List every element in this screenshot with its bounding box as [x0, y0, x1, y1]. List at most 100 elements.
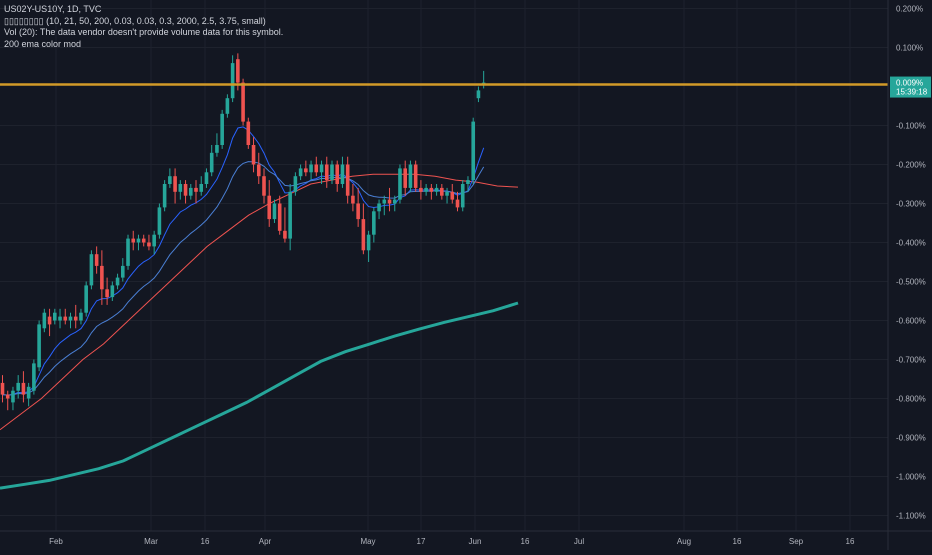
candle[interactable] — [100, 250, 104, 305]
candle[interactable] — [173, 168, 177, 204]
candle[interactable] — [361, 203, 366, 255]
candle[interactable] — [293, 172, 298, 196]
candle[interactable] — [0, 375, 5, 403]
current-price-tag[interactable]: 0.009%15:39:18 — [890, 76, 931, 98]
candle[interactable] — [319, 160, 324, 184]
candle[interactable] — [110, 281, 115, 302]
candle[interactable] — [434, 184, 439, 196]
candle[interactable] — [246, 117, 251, 149]
candle[interactable] — [272, 199, 277, 223]
candle[interactable] — [267, 180, 272, 227]
candle[interactable] — [298, 164, 303, 181]
candle[interactable] — [16, 375, 20, 399]
candle[interactable] — [215, 133, 219, 157]
candle[interactable] — [283, 207, 287, 243]
candle[interactable] — [429, 184, 434, 200]
candle[interactable] — [309, 160, 313, 181]
candle[interactable] — [136, 234, 141, 251]
candle[interactable] — [413, 160, 418, 192]
candle[interactable] — [73, 304, 78, 329]
candle[interactable] — [445, 187, 449, 204]
candle[interactable] — [68, 312, 73, 329]
candle[interactable] — [168, 168, 172, 188]
candle[interactable] — [471, 117, 475, 184]
candle[interactable] — [157, 203, 162, 239]
candle[interactable] — [58, 308, 62, 329]
candle[interactable] — [152, 230, 156, 255]
legend-ema[interactable]: 200 ema color mod — [4, 38, 82, 49]
candle[interactable] — [466, 176, 470, 192]
candle[interactable] — [476, 86, 481, 103]
candle[interactable] — [460, 180, 465, 212]
candle[interactable] — [440, 184, 444, 200]
candle[interactable] — [335, 160, 340, 192]
candle[interactable] — [32, 359, 36, 395]
candle[interactable] — [84, 281, 88, 317]
candle[interactable] — [79, 308, 83, 325]
candle[interactable] — [387, 187, 392, 212]
candle[interactable] — [408, 160, 413, 192]
candle[interactable] — [382, 195, 387, 216]
candle[interactable] — [63, 308, 68, 325]
candle[interactable] — [89, 250, 94, 290]
candle[interactable] — [94, 246, 99, 274]
candle[interactable] — [53, 308, 57, 325]
candle[interactable] — [37, 320, 41, 372]
candle[interactable] — [241, 78, 245, 126]
candle[interactable] — [340, 156, 345, 188]
candle[interactable] — [188, 184, 193, 200]
candle[interactable] — [377, 199, 381, 220]
candle-body — [26, 386, 31, 399]
candle[interactable] — [330, 160, 334, 184]
candle[interactable] — [183, 180, 188, 204]
candle[interactable] — [314, 156, 319, 177]
candle[interactable] — [26, 382, 31, 407]
candle[interactable] — [115, 273, 120, 290]
candle[interactable] — [199, 176, 204, 196]
candle[interactable] — [256, 152, 261, 184]
candle[interactable] — [288, 184, 292, 251]
candle[interactable] — [424, 184, 428, 196]
candle[interactable] — [372, 207, 376, 243]
candle[interactable] — [356, 187, 360, 227]
candle[interactable] — [230, 55, 235, 103]
legend-volume[interactable]: Vol (20): The data vendor doesn't provid… — [4, 27, 284, 37]
candle[interactable] — [42, 308, 47, 333]
legend-indicator[interactable]: ▯▯▯▯▯▯▯▯ (10, 21, 50, 200, 0.03, 0.03, 0… — [4, 15, 266, 26]
candle[interactable] — [450, 184, 455, 204]
candle[interactable] — [147, 234, 151, 251]
candle[interactable] — [419, 180, 423, 200]
candle[interactable] — [403, 160, 408, 196]
legend-symbol[interactable]: US02Y-US10Y, 1D, TVC — [4, 4, 102, 14]
candle[interactable] — [47, 308, 52, 337]
candle[interactable] — [262, 168, 266, 204]
candle[interactable] — [5, 390, 10, 411]
candle[interactable] — [351, 184, 355, 212]
candle[interactable] — [178, 180, 183, 200]
candle[interactable] — [220, 109, 224, 149]
candle[interactable] — [324, 156, 329, 188]
candle[interactable] — [204, 168, 209, 188]
candle[interactable] — [21, 371, 26, 403]
candle[interactable] — [120, 258, 125, 282]
candle[interactable] — [105, 277, 109, 305]
candle[interactable] — [162, 180, 167, 212]
candle-body — [131, 238, 136, 243]
candle[interactable] — [304, 160, 308, 177]
candle[interactable] — [251, 137, 256, 173]
candle[interactable] — [455, 191, 460, 212]
candle[interactable] — [277, 195, 282, 235]
candle[interactable] — [141, 234, 146, 247]
candle[interactable] — [209, 145, 214, 177]
candle[interactable] — [131, 230, 136, 251]
candle[interactable] — [11, 386, 15, 411]
candle[interactable] — [366, 230, 371, 262]
candle[interactable] — [126, 234, 130, 270]
candle[interactable] — [392, 195, 397, 212]
candle[interactable] — [398, 164, 402, 204]
candle[interactable] — [225, 94, 230, 118]
candle[interactable] — [194, 180, 198, 204]
candle[interactable] — [345, 156, 350, 204]
